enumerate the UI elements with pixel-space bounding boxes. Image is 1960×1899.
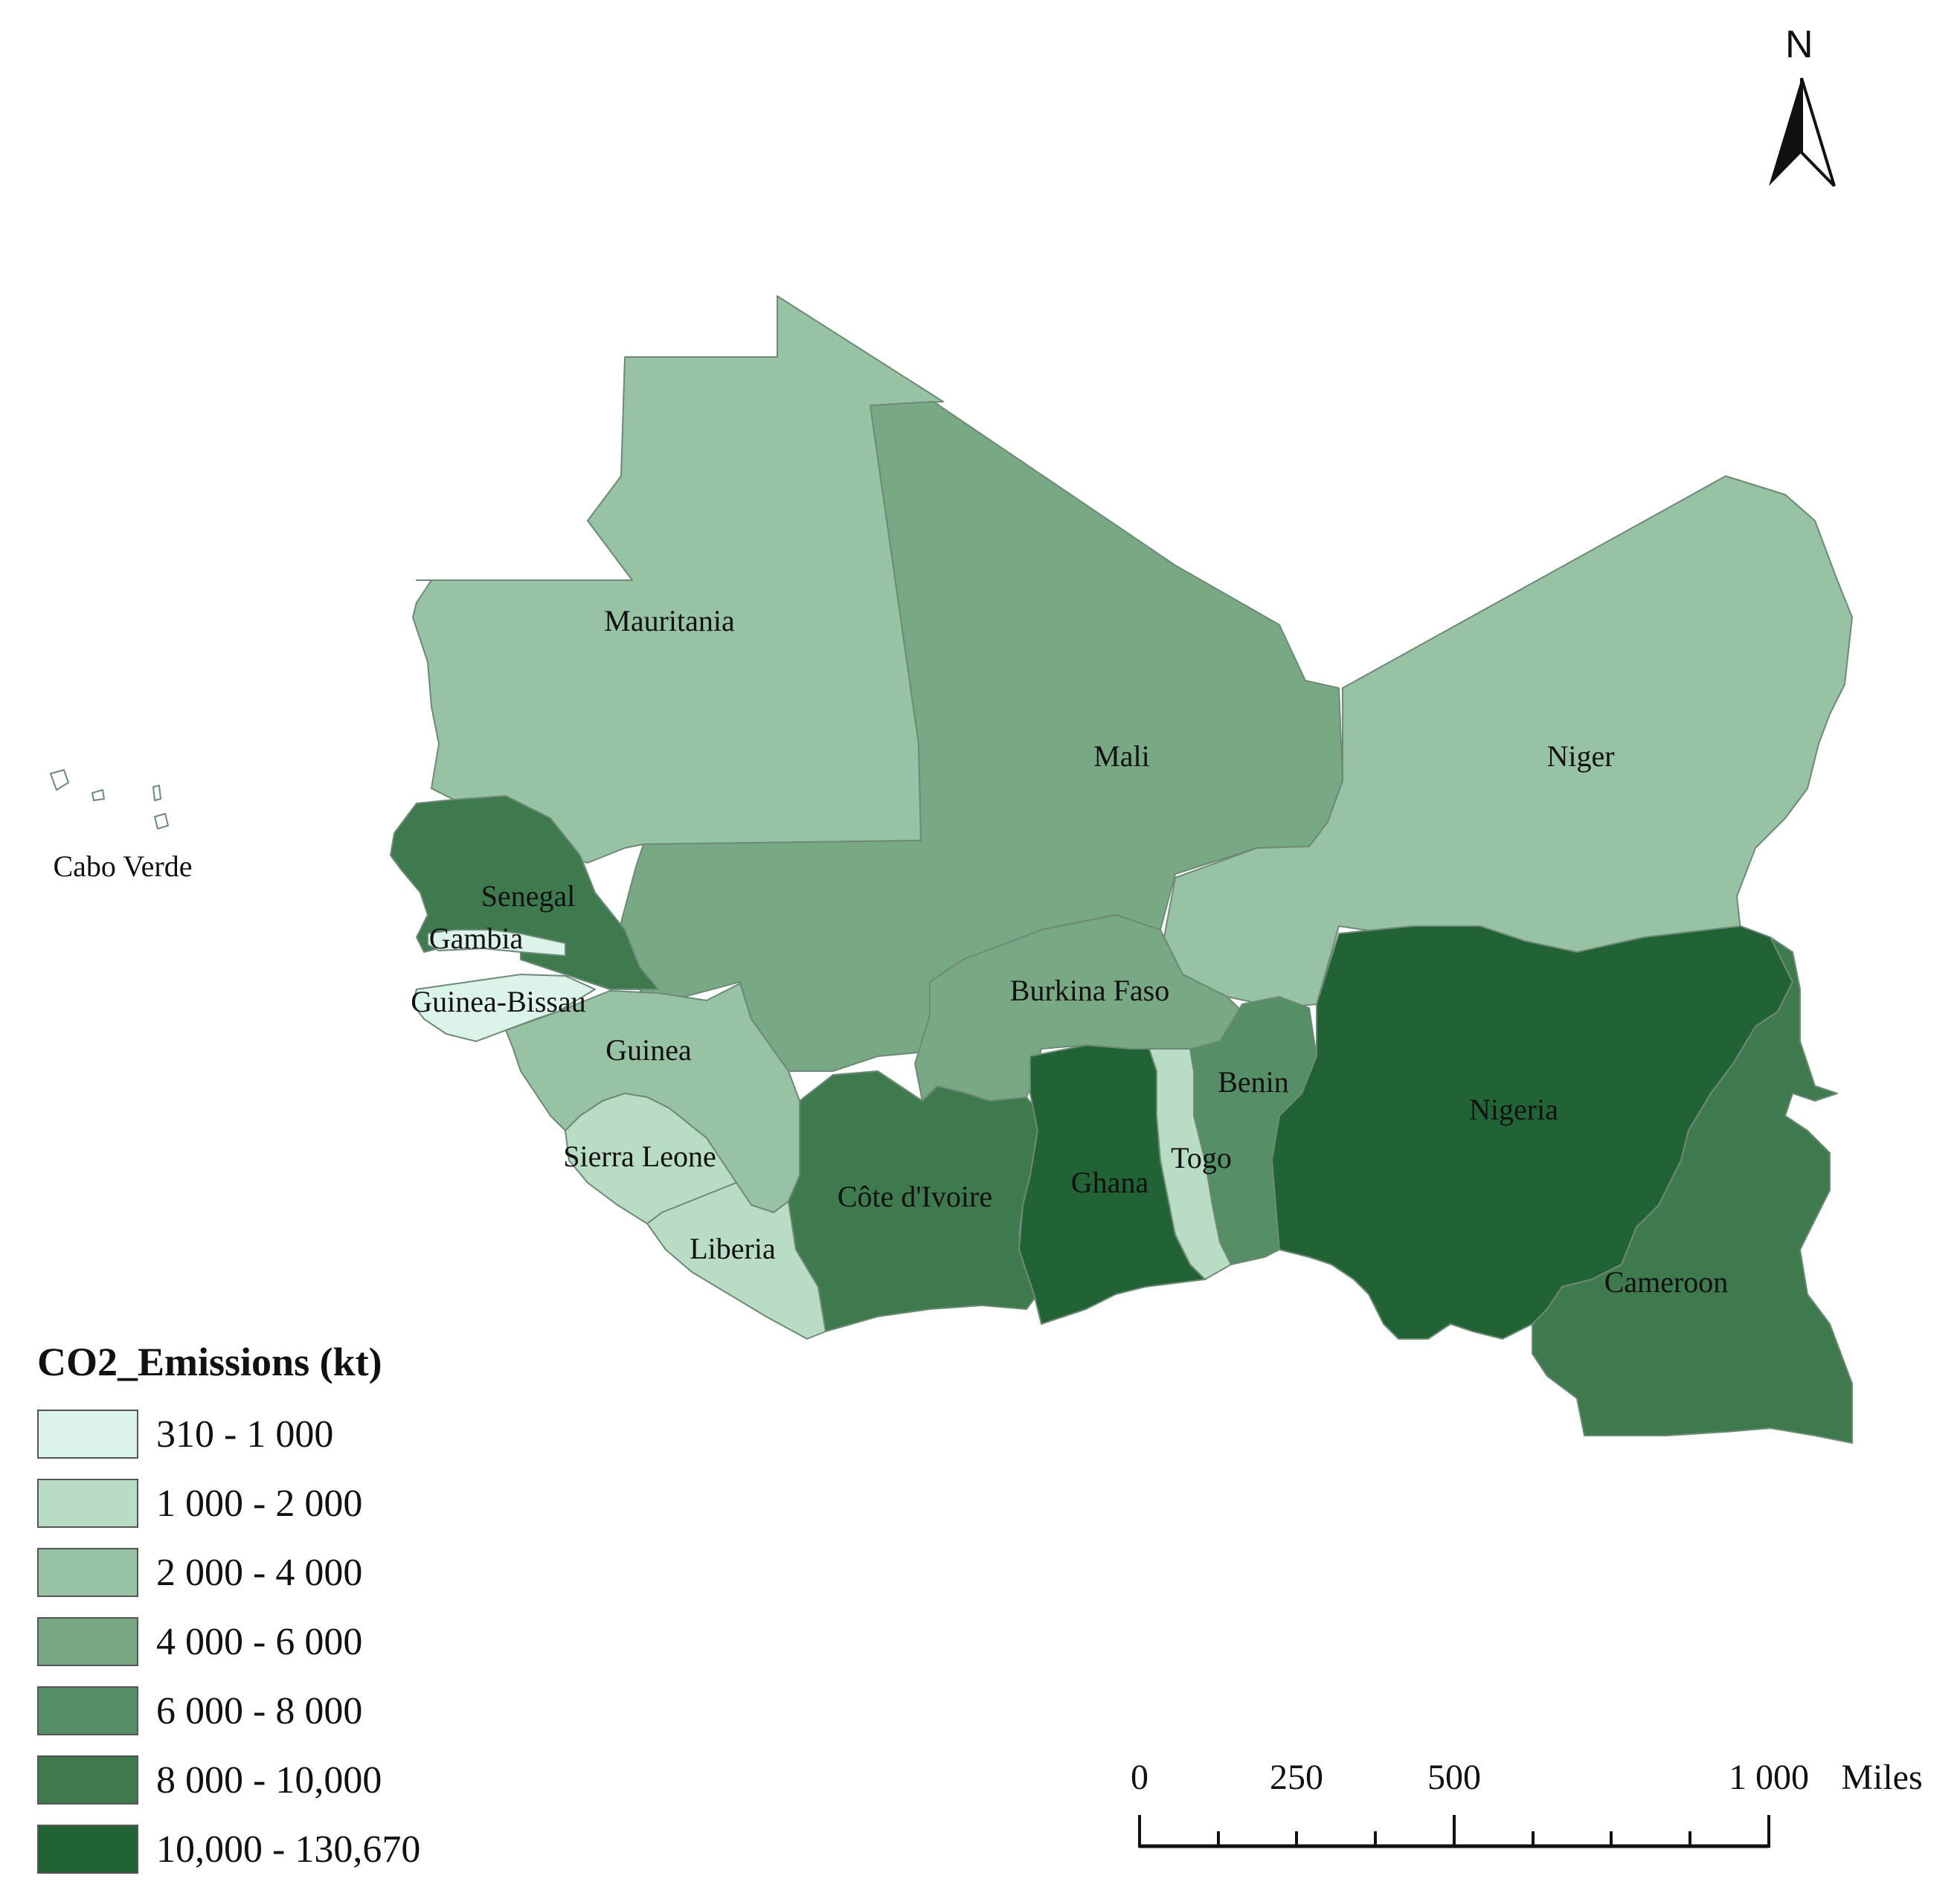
label-cameroon: Cameroon [1604, 1265, 1729, 1299]
label-senegal: Senegal [481, 879, 576, 913]
label-liberia: Liberia [690, 1232, 776, 1265]
scale-tick-0: 0 [1131, 1758, 1148, 1797]
legend-swatch [37, 1548, 138, 1597]
north-label: N [1785, 23, 1813, 66]
legend-item: 2 000 - 4 000 [37, 1546, 362, 1598]
scale-bar: 0 250 500 1 000 Miles [1131, 1758, 1923, 1848]
label-sierra-leone: Sierra Leone [563, 1140, 716, 1173]
scale-tick-500: 500 [1427, 1758, 1481, 1797]
legend-label: 8 000 - 10,000 [156, 1758, 382, 1802]
label-guinea: Guinea [605, 1033, 692, 1067]
legend-item: 1 000 - 2 000 [37, 1477, 362, 1529]
north-arrow-left-icon [1769, 78, 1802, 186]
legend-swatch [37, 1479, 138, 1528]
country-mauritania[interactable] [412, 295, 944, 864]
scale-tick-1000: 1 000 [1729, 1758, 1809, 1797]
legend-label: 1 000 - 2 000 [156, 1482, 363, 1525]
legend-item: 310 - 1 000 [37, 1408, 333, 1460]
country-labels: Mauritania Mali Niger Senegal Gambia Gui… [54, 604, 1729, 1299]
legend-item: 8 000 - 10,000 [37, 1754, 382, 1806]
label-burkina-faso: Burkina Faso [1010, 974, 1169, 1007]
legend-label: 310 - 1 000 [156, 1413, 334, 1456]
scale-tick-250: 250 [1270, 1758, 1323, 1797]
legend-label: 6 000 - 8 000 [156, 1689, 363, 1732]
label-togo: Togo [1171, 1141, 1232, 1175]
label-gambia: Gambia [429, 922, 524, 955]
legend-item: 4 000 - 6 000 [37, 1616, 362, 1668]
scale-unit: Miles [1841, 1758, 1922, 1797]
legend-label: 2 000 - 4 000 [156, 1551, 363, 1594]
legend-title: CO2_Emissions (kt) [37, 1340, 382, 1384]
country-cabo-verde[interactable] [50, 769, 169, 829]
label-mauritania: Mauritania [604, 604, 735, 637]
country-cameroon[interactable] [1532, 936, 1853, 1444]
north-arrow-right-icon [1800, 77, 1836, 187]
label-guinea-bissau: Guinea-Bissau [411, 985, 586, 1018]
legend-label: 4 000 - 6 000 [156, 1620, 363, 1663]
legend-item: 10,000 - 130,670 [37, 1823, 420, 1875]
legend-swatch [37, 1617, 138, 1666]
legend-label: 10,000 - 130,670 [156, 1828, 421, 1871]
country-gambia[interactable] [427, 929, 566, 957]
legend-item: 6 000 - 8 000 [37, 1685, 362, 1737]
label-mali: Mali [1093, 739, 1150, 773]
country-sierra-leone[interactable] [565, 1093, 737, 1224]
legend-swatch [37, 1755, 138, 1805]
label-ghana: Ghana [1071, 1166, 1149, 1199]
legend-swatch [37, 1825, 138, 1874]
legend-swatch [37, 1410, 138, 1459]
label-benin: Benin [1218, 1065, 1289, 1099]
label-nigeria: Nigeria [1469, 1093, 1558, 1126]
label-cabo-verde: Cabo Verde [54, 849, 193, 883]
label-cote-divoire: Côte d'Ivoire [838, 1180, 992, 1213]
north-arrow [1769, 77, 1836, 187]
legend-swatch [37, 1686, 138, 1735]
label-niger: Niger [1546, 739, 1614, 773]
